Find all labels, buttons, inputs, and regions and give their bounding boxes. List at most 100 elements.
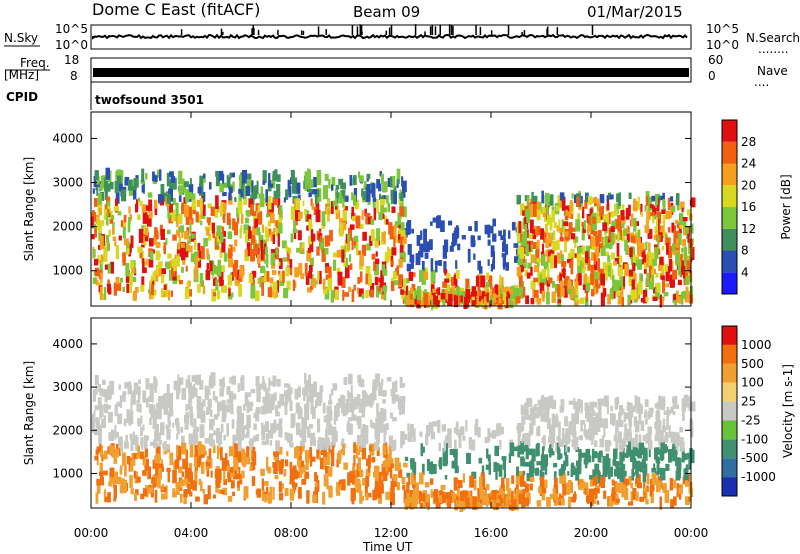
range-time-cell: [400, 431, 405, 444]
range-time-cell: [602, 262, 607, 273]
range-time-cell: [426, 424, 431, 437]
range-time-cell: [398, 228, 401, 234]
range-time-cell: [484, 437, 490, 444]
range-time-cell: [541, 207, 546, 213]
range-time-cell: [129, 272, 133, 286]
range-time-cell: [486, 484, 490, 491]
range-time-cell: [135, 489, 139, 496]
range-time-cell: [625, 488, 629, 501]
range-time-cell: [232, 218, 236, 231]
range-time-cell: [470, 439, 476, 451]
range-time-cell: [254, 218, 258, 229]
range-time-cell: [283, 257, 287, 262]
range-time-cell: [549, 440, 554, 448]
range-time-cell: [555, 205, 560, 212]
range-time-cell: [213, 292, 217, 297]
range-time-cell: [257, 278, 260, 284]
range-time-cell: [582, 480, 585, 489]
range-time-cell: [353, 284, 356, 291]
range-time-cell: [617, 431, 622, 444]
range-time-cell: [612, 275, 615, 284]
range-time-cell: [165, 261, 170, 270]
range-time-cell: [418, 490, 421, 504]
range-time-cell: [403, 462, 408, 468]
range-time-cell: [603, 268, 608, 281]
range-time-cell: [141, 442, 144, 450]
range-time-cell: [438, 297, 443, 303]
range-time-cell: [378, 212, 383, 220]
range-time-cell: [216, 445, 220, 459]
range-time-cell: [263, 267, 266, 273]
range-time-cell: [622, 408, 625, 414]
range-time-cell: [365, 431, 369, 445]
range-time-cell: [176, 216, 179, 228]
range-time-cell: [631, 213, 634, 227]
range-time-cell: [155, 264, 159, 275]
range-time-cell: [655, 194, 659, 206]
range-time-cell: [525, 462, 530, 467]
range-time-cell: [98, 221, 102, 233]
range-time-cell: [381, 409, 385, 423]
range-time-cell: [223, 252, 228, 262]
range-time-cell: [591, 289, 595, 297]
range-time-cell: [383, 460, 388, 472]
range-time-cell: [559, 227, 563, 233]
range-time-cell: [200, 481, 203, 492]
range-time-cell: [289, 461, 293, 471]
range-time-cell: [552, 240, 557, 251]
range-time-cell: [552, 488, 556, 496]
range-time-cell: [273, 292, 276, 299]
range-time-cell: [134, 492, 137, 501]
range-time-cell: [292, 279, 296, 291]
range-time-cell: [228, 258, 234, 268]
range-time-cell: [478, 289, 482, 296]
range-time-cell: [430, 478, 434, 485]
range-time-cell: [355, 241, 359, 256]
range-time-cell: [618, 224, 623, 231]
range-time-cell: [454, 465, 459, 474]
range-time-cell: [478, 501, 483, 508]
range-time-cell: [181, 248, 186, 261]
range-time-cell: [550, 253, 555, 258]
range-time-cell: [108, 411, 113, 423]
range-time-cell: [219, 279, 224, 287]
range-time-cell: [454, 236, 457, 246]
range-time-cell: [406, 472, 411, 478]
range-time-cell: [367, 466, 371, 473]
range-time-cell: [178, 227, 181, 238]
range-time-cell: [167, 253, 172, 259]
range-time-cell: [430, 291, 436, 305]
range-time-cell: [213, 430, 216, 436]
range-time-cell: [382, 285, 388, 292]
range-time-cell: [400, 250, 405, 258]
range-time-cell: [320, 457, 324, 470]
range-time-cell: [122, 252, 126, 263]
range-time-cell: [575, 407, 579, 416]
range-time-cell: [639, 273, 642, 283]
range-time-cell: [681, 207, 684, 213]
range-time-cell: [135, 203, 138, 213]
range-time-cell: [403, 235, 407, 245]
range-time-cell: [429, 239, 433, 250]
range-time-cell: [382, 471, 388, 481]
range-time-cell: [295, 210, 300, 221]
freq-tick-top: 18: [64, 53, 79, 67]
range-time-cell: [588, 196, 593, 205]
range-time-cell: [655, 273, 659, 278]
range-time-cell: [210, 470, 213, 478]
range-time-cell: [646, 272, 650, 287]
range-time-cell: [545, 397, 550, 410]
range-time-cell: [533, 195, 538, 202]
range-time-cell: [474, 424, 478, 436]
range-time-cell: [399, 197, 404, 212]
range-time-cell: [279, 280, 284, 286]
noise-tick-bottom-left: 10^0: [55, 38, 88, 52]
range-time-cell: [228, 288, 231, 297]
range-time-cell: [226, 174, 229, 187]
range-time-cell: [222, 378, 225, 392]
range-time-cell: [373, 207, 377, 221]
range-time-cell: [546, 202, 549, 215]
range-time-cell: [401, 294, 406, 300]
noise-tick-top-right: 10^5: [706, 22, 739, 36]
range-time-cell: [492, 287, 495, 297]
